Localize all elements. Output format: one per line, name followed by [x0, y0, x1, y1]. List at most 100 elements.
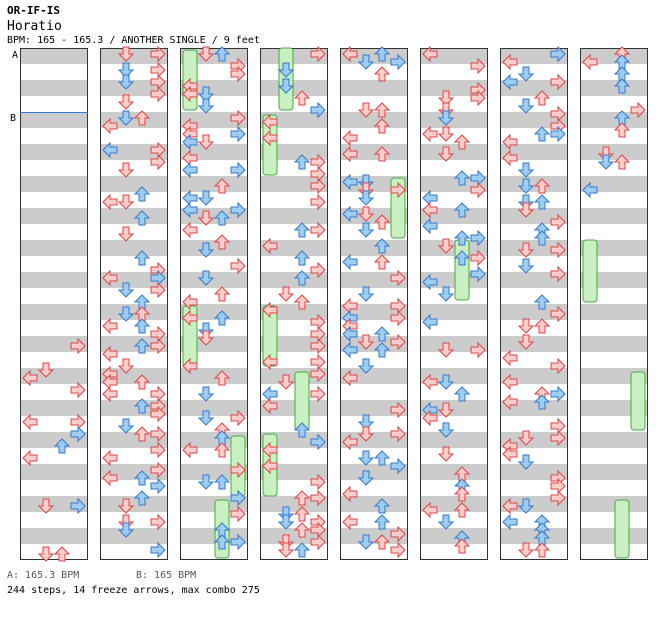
down-arrow-note — [517, 178, 535, 194]
down-arrow-note — [437, 146, 455, 162]
up-arrow-note — [213, 534, 231, 550]
left-arrow-note — [262, 397, 278, 415]
up-arrow-note — [613, 122, 631, 138]
up-arrow-note — [133, 318, 151, 334]
left-arrow-note — [422, 501, 438, 519]
right-arrow-note — [390, 541, 406, 559]
left-arrow-note — [342, 485, 358, 503]
up-arrow-note — [133, 374, 151, 390]
right-arrow-note — [310, 221, 326, 239]
chart-column-8 — [580, 48, 648, 560]
up-arrow-note — [133, 338, 151, 354]
down-arrow-note — [437, 422, 455, 438]
right-arrow-note — [390, 333, 406, 351]
left-arrow-note — [262, 353, 278, 371]
up-arrow-note — [213, 442, 231, 458]
up-arrow-note — [293, 270, 311, 286]
down-arrow-note — [517, 242, 535, 258]
left-arrow-note — [342, 433, 358, 451]
down-arrow-note — [517, 162, 535, 178]
left-arrow-note — [182, 85, 198, 103]
left-arrow-note — [422, 273, 438, 291]
right-arrow-note — [550, 213, 566, 231]
left-arrow-note — [102, 469, 118, 487]
left-arrow-note — [262, 113, 278, 131]
down-arrow-note — [357, 190, 375, 206]
freeze-arrow — [614, 499, 630, 559]
right-arrow-note — [550, 385, 566, 403]
up-arrow-note — [373, 514, 391, 530]
left-arrow-note — [342, 173, 358, 191]
up-arrow-note — [213, 310, 231, 326]
right-arrow-note — [310, 489, 326, 507]
right-arrow-note — [230, 505, 246, 523]
down-arrow-note — [357, 414, 375, 430]
left-arrow-note — [422, 373, 438, 391]
down-arrow-note — [357, 450, 375, 466]
down-arrow-note — [517, 430, 535, 446]
left-arrow-note — [422, 313, 438, 331]
up-arrow-note — [133, 426, 151, 442]
down-arrow-note — [117, 74, 135, 90]
down-arrow-note — [517, 334, 535, 350]
down-arrow-note — [517, 98, 535, 114]
down-arrow-note — [357, 534, 375, 550]
right-arrow-note — [150, 45, 166, 63]
up-arrow-note — [453, 170, 471, 186]
left-arrow-note — [422, 125, 438, 143]
down-arrow-note — [357, 334, 375, 350]
up-arrow-note — [213, 210, 231, 226]
marker-a: A — [12, 50, 18, 61]
chart-column-6 — [420, 48, 488, 560]
up-arrow-note — [293, 222, 311, 238]
down-arrow-note — [117, 94, 135, 110]
right-arrow-note — [230, 489, 246, 507]
right-arrow-note — [470, 229, 486, 247]
right-arrow-note — [310, 385, 326, 403]
down-arrow-note — [517, 202, 535, 218]
chart-column-1 — [20, 48, 88, 560]
up-arrow-note — [133, 250, 151, 266]
up-arrow-note — [373, 342, 391, 358]
song-info: BPM: 165 - 165.3 / ANOTHER SINGLE / 9 fe… — [7, 35, 260, 46]
left-arrow-note — [502, 53, 518, 71]
right-arrow-note — [310, 193, 326, 211]
right-arrow-note — [550, 45, 566, 63]
up-arrow-note — [453, 134, 471, 150]
up-arrow-note — [373, 66, 391, 82]
right-arrow-note — [70, 497, 86, 515]
up-arrow-note — [373, 46, 391, 62]
left-arrow-note — [262, 457, 278, 475]
left-arrow-note — [342, 205, 358, 223]
right-arrow-note — [230, 65, 246, 83]
right-arrow-note — [150, 281, 166, 299]
right-arrow-note — [550, 429, 566, 447]
down-arrow-note — [437, 402, 455, 418]
up-arrow-note — [533, 126, 551, 142]
freeze-arrows — [182, 47, 646, 559]
down-arrow-note — [117, 162, 135, 178]
right-arrow-note — [150, 461, 166, 479]
up-arrow-note — [373, 102, 391, 118]
left-arrow-note — [22, 369, 38, 387]
right-arrow-note — [230, 125, 246, 143]
up-arrow-note — [453, 230, 471, 246]
up-arrow-note — [373, 450, 391, 466]
down-arrow-note — [517, 542, 535, 558]
up-arrow-note — [533, 178, 551, 194]
up-arrow-note — [533, 90, 551, 106]
right-arrow-note — [390, 309, 406, 327]
right-arrow-note — [150, 541, 166, 559]
left-arrow-note — [182, 441, 198, 459]
freeze-arrow — [454, 239, 470, 301]
up-arrow-note — [373, 118, 391, 134]
up-arrow-note — [533, 230, 551, 246]
down-arrow-note — [117, 62, 135, 78]
right-arrow-note — [310, 261, 326, 279]
down-arrow-note — [357, 426, 375, 442]
up-arrow-note — [373, 534, 391, 550]
down-arrow-note — [517, 454, 535, 470]
down-arrow-note — [37, 362, 55, 378]
down-arrow-note — [37, 498, 55, 514]
